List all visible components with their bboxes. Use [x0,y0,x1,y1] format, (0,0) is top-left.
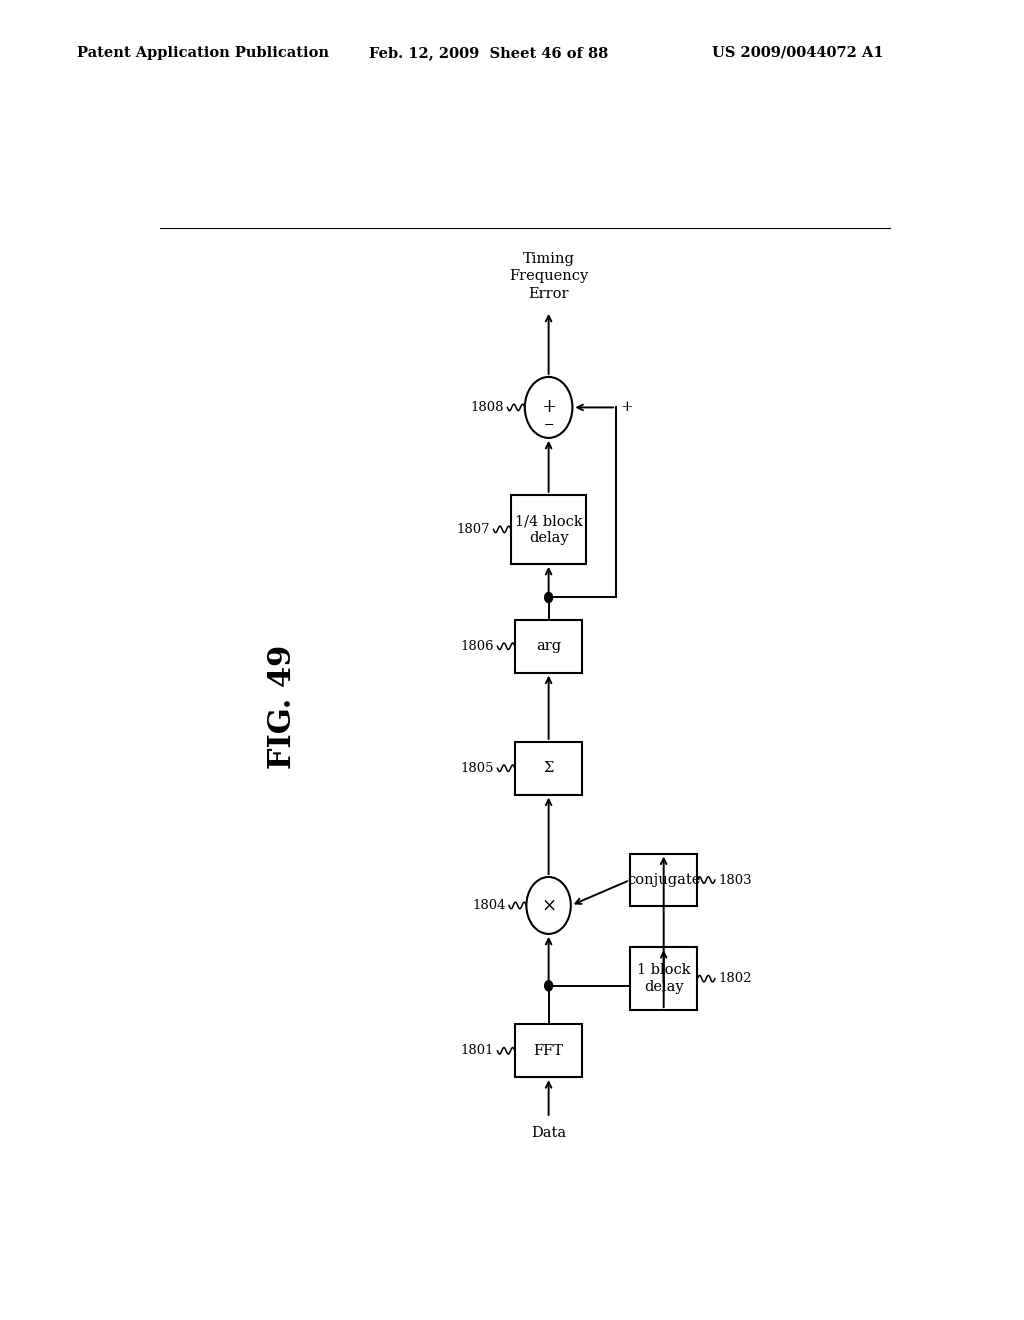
Text: FFT: FFT [534,1044,563,1057]
Text: conjugate: conjugate [627,873,700,887]
Text: ×: × [541,896,556,915]
Text: 1/4 block
delay: 1/4 block delay [515,513,583,545]
Text: arg: arg [536,639,561,653]
Text: +: + [541,399,556,416]
Text: +: + [621,400,633,414]
Bar [515,1024,583,1077]
Text: 1807: 1807 [457,523,490,536]
Bar [515,742,583,795]
Text: 1808: 1808 [471,401,504,414]
Text: Data: Data [531,1126,566,1140]
Bar [630,948,697,1010]
Text: 1802: 1802 [718,972,752,985]
Circle shape [545,981,553,991]
Bar [630,854,697,907]
Bar [515,620,583,673]
Text: Σ: Σ [544,762,554,775]
Text: Patent Application Publication: Patent Application Publication [77,46,329,59]
Text: 1804: 1804 [472,899,506,912]
Text: 1805: 1805 [461,762,495,775]
Circle shape [526,876,570,935]
Text: Timing
Frequency
Error: Timing Frequency Error [509,252,588,301]
Circle shape [545,593,553,602]
Text: −: − [544,418,554,432]
Text: 1 block
delay: 1 block delay [637,964,690,994]
Text: FIG. 49: FIG. 49 [267,645,298,770]
Text: 1801: 1801 [461,1044,495,1057]
Text: 1806: 1806 [461,640,495,653]
Circle shape [525,378,572,438]
Text: 1803: 1803 [718,874,752,887]
Text: US 2009/0044072 A1: US 2009/0044072 A1 [712,46,884,59]
Text: Feb. 12, 2009  Sheet 46 of 88: Feb. 12, 2009 Sheet 46 of 88 [369,46,608,59]
Bar [511,495,587,564]
